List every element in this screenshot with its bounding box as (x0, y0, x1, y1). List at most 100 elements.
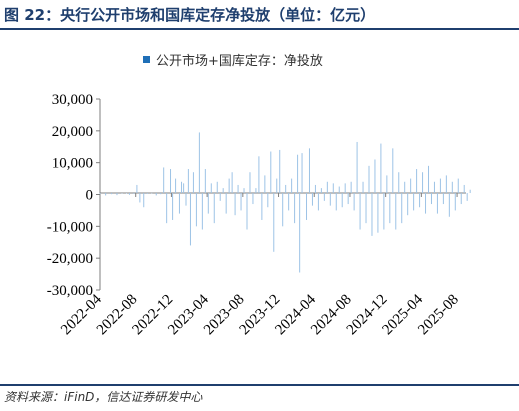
bar (329, 193, 331, 206)
bar (377, 193, 379, 233)
bar (413, 193, 415, 211)
bar (392, 148, 394, 193)
bar (273, 193, 275, 252)
bar (395, 193, 397, 230)
bar (460, 193, 462, 205)
bar (407, 193, 409, 216)
bar (258, 156, 260, 193)
bar (181, 181, 183, 193)
y-tick-label: -20,000 (47, 251, 93, 267)
bar (326, 181, 328, 193)
bar (353, 193, 355, 211)
bar (151, 192, 153, 194)
bar (279, 149, 281, 193)
bar (116, 193, 118, 196)
bar (133, 193, 135, 194)
bar (299, 193, 301, 273)
bar (207, 193, 209, 214)
bar (198, 132, 200, 193)
bar (288, 193, 290, 211)
bar (365, 193, 367, 224)
bar (143, 193, 145, 208)
bar (341, 193, 343, 208)
bar (454, 193, 456, 211)
bar (128, 193, 130, 195)
bar (428, 165, 430, 193)
bar (317, 193, 319, 211)
y-tick-label: 30,000 (52, 92, 93, 108)
bar (297, 154, 299, 193)
bar (163, 167, 165, 193)
bar (201, 193, 203, 230)
bar (282, 193, 284, 227)
bar (111, 193, 113, 195)
bar (136, 184, 138, 193)
bar (308, 148, 310, 193)
bar (356, 141, 358, 193)
y-tick-label: 20,000 (52, 124, 93, 140)
bar (301, 153, 303, 193)
bar (344, 183, 346, 193)
bar (451, 181, 453, 193)
bar (433, 181, 435, 193)
bar (398, 172, 400, 193)
bar (320, 188, 322, 193)
bar (350, 181, 352, 193)
bar (448, 193, 450, 217)
bar (243, 188, 245, 193)
bar (228, 178, 230, 193)
bar (389, 193, 391, 224)
bar (439, 178, 441, 193)
y-tick-label: -10,000 (47, 219, 93, 235)
bar (466, 193, 468, 201)
figure-title-bar: 图 22：央行公开市场和国库定存净投放（单位：亿元） (0, 0, 519, 30)
figure-title: 图 22：央行公开市场和国库定存净投放（单位：亿元） (4, 6, 376, 24)
bar (374, 159, 376, 193)
bar (175, 178, 177, 193)
bar (249, 172, 251, 193)
bar (166, 193, 168, 224)
bar (386, 175, 388, 193)
bar (291, 178, 293, 193)
bar (213, 193, 215, 224)
bar (371, 193, 373, 236)
bar (436, 193, 438, 214)
bar (216, 181, 218, 193)
bar (306, 193, 308, 220)
bar (183, 183, 185, 193)
bar (323, 193, 325, 201)
axes-layer (96, 98, 466, 291)
bar (185, 193, 187, 206)
bar (204, 169, 206, 193)
bar (237, 184, 239, 193)
bar (335, 193, 337, 211)
bar (189, 193, 191, 246)
bar (311, 193, 313, 206)
y-tick-label: -30,000 (47, 283, 93, 299)
bar (416, 169, 418, 193)
bar (425, 193, 427, 214)
bar (172, 193, 174, 220)
bar (383, 193, 385, 230)
bar (255, 188, 257, 193)
tick-labels-layer: 30,000 20,000 10,000 0 -10,000 -20,000 -30,000… (47, 92, 462, 338)
bar (192, 172, 194, 193)
bar (222, 188, 224, 193)
bar (178, 193, 180, 214)
bar (419, 193, 421, 208)
bar (380, 143, 382, 193)
bar (231, 172, 233, 193)
bar (187, 169, 189, 193)
bar (430, 193, 432, 205)
bar (261, 193, 263, 220)
bars-layer (99, 132, 471, 273)
bar (463, 184, 465, 193)
bar (219, 193, 221, 201)
bar (146, 193, 148, 194)
bar (410, 178, 412, 193)
bar (234, 193, 236, 216)
bar-chart: 30,000 20,000 10,000 0 -10,000 -20,000 -30,000… (47, 92, 471, 338)
bar (125, 193, 127, 194)
bar (105, 193, 107, 196)
bar (210, 183, 212, 193)
